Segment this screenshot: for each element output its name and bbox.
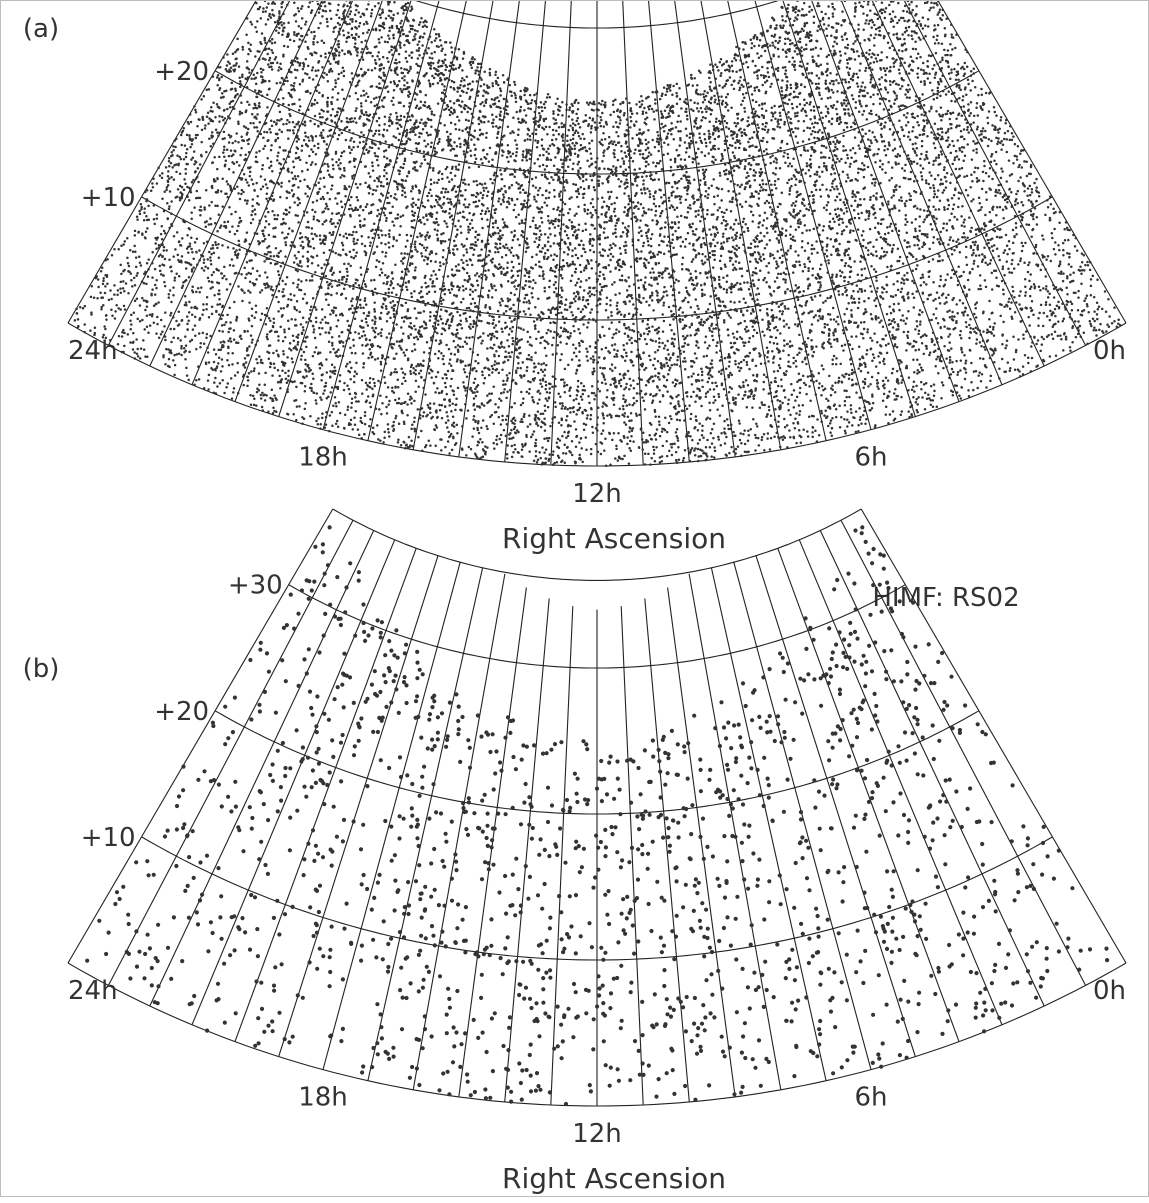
ra-gridline xyxy=(412,573,506,1090)
ra-gridline xyxy=(504,0,547,462)
x-axis-label: Right Ascension xyxy=(502,1162,726,1195)
ra-gridline xyxy=(67,508,334,964)
ra-gridline xyxy=(107,0,291,346)
x-tick-label: 12h xyxy=(572,479,622,509)
ra-gridline xyxy=(149,0,323,367)
x-axis-label: Right Ascension xyxy=(502,522,726,555)
ra-gridline xyxy=(782,0,916,417)
ra-gridline xyxy=(412,0,494,450)
galaxy-points xyxy=(73,0,1122,467)
ra-gridline xyxy=(278,555,439,1057)
ra-gridline xyxy=(191,539,396,1026)
ra-gridline xyxy=(710,567,827,1081)
ra-gridline xyxy=(688,573,782,1090)
x-tick-label: 0h xyxy=(1093,336,1126,366)
himf-note: HIMF: RS02 xyxy=(872,583,1019,613)
ra-gridline xyxy=(620,606,644,1106)
ra-gridline xyxy=(278,0,412,417)
panel-label: (b) xyxy=(23,654,60,684)
x-tick-label: 6h xyxy=(854,1083,887,1113)
panel-b: (b) 24h 18h 12h 6h 0h +10 +20 +30 Right Ascension xyxy=(23,508,1127,1195)
ra-gridline xyxy=(871,0,1045,367)
bottom-boundary xyxy=(67,322,1127,467)
dec-gridline xyxy=(412,0,782,29)
ra-gridline xyxy=(322,562,461,1070)
x-tick-label: 24h xyxy=(68,336,118,366)
dec-gridline xyxy=(141,196,1053,321)
ra-gridline xyxy=(550,0,572,466)
x-tick-label: 0h xyxy=(1093,976,1126,1006)
dec-gridline xyxy=(214,70,980,175)
x-tick-label: 6h xyxy=(854,443,887,473)
ra-gridline xyxy=(234,0,384,402)
ra-gridline xyxy=(777,548,960,1042)
dec-gridline xyxy=(288,584,906,669)
ra-gridline xyxy=(191,0,354,386)
ra-gridline xyxy=(647,0,690,462)
ra-gridline xyxy=(903,0,1087,346)
ra-gridline xyxy=(755,555,916,1057)
x-tick-label: 18h xyxy=(298,1083,348,1113)
y-tick-label: +20 xyxy=(154,697,209,727)
ra-gridline xyxy=(860,508,1127,964)
y-tick-label: +30 xyxy=(228,571,283,601)
ra-gridline xyxy=(936,0,1127,324)
x-tick-label: 12h xyxy=(572,1119,622,1149)
galaxy-points xyxy=(85,525,1110,1107)
ra-gridline xyxy=(840,0,1003,386)
outer-arc xyxy=(332,508,862,581)
bottom-boundary xyxy=(67,962,1127,1107)
ra-gridline xyxy=(674,0,736,457)
y-tick-label: +10 xyxy=(81,183,136,213)
ra-gridline xyxy=(67,0,258,324)
panel-label: (a) xyxy=(23,14,59,44)
x-tick-label: 18h xyxy=(298,443,348,473)
y-tick-label: +20 xyxy=(154,57,209,87)
ra-gridline xyxy=(622,0,644,466)
ra-gridline xyxy=(644,598,690,1102)
dec-gridline xyxy=(214,710,980,815)
x-tick-label: 24h xyxy=(68,976,118,1006)
ra-gridline xyxy=(733,562,872,1070)
ra-gridline xyxy=(367,567,484,1081)
ra-gridline xyxy=(550,606,574,1106)
ra-gridline xyxy=(504,598,550,1102)
ra-gridline xyxy=(667,587,736,1097)
y-tick-label: +10 xyxy=(81,823,136,853)
